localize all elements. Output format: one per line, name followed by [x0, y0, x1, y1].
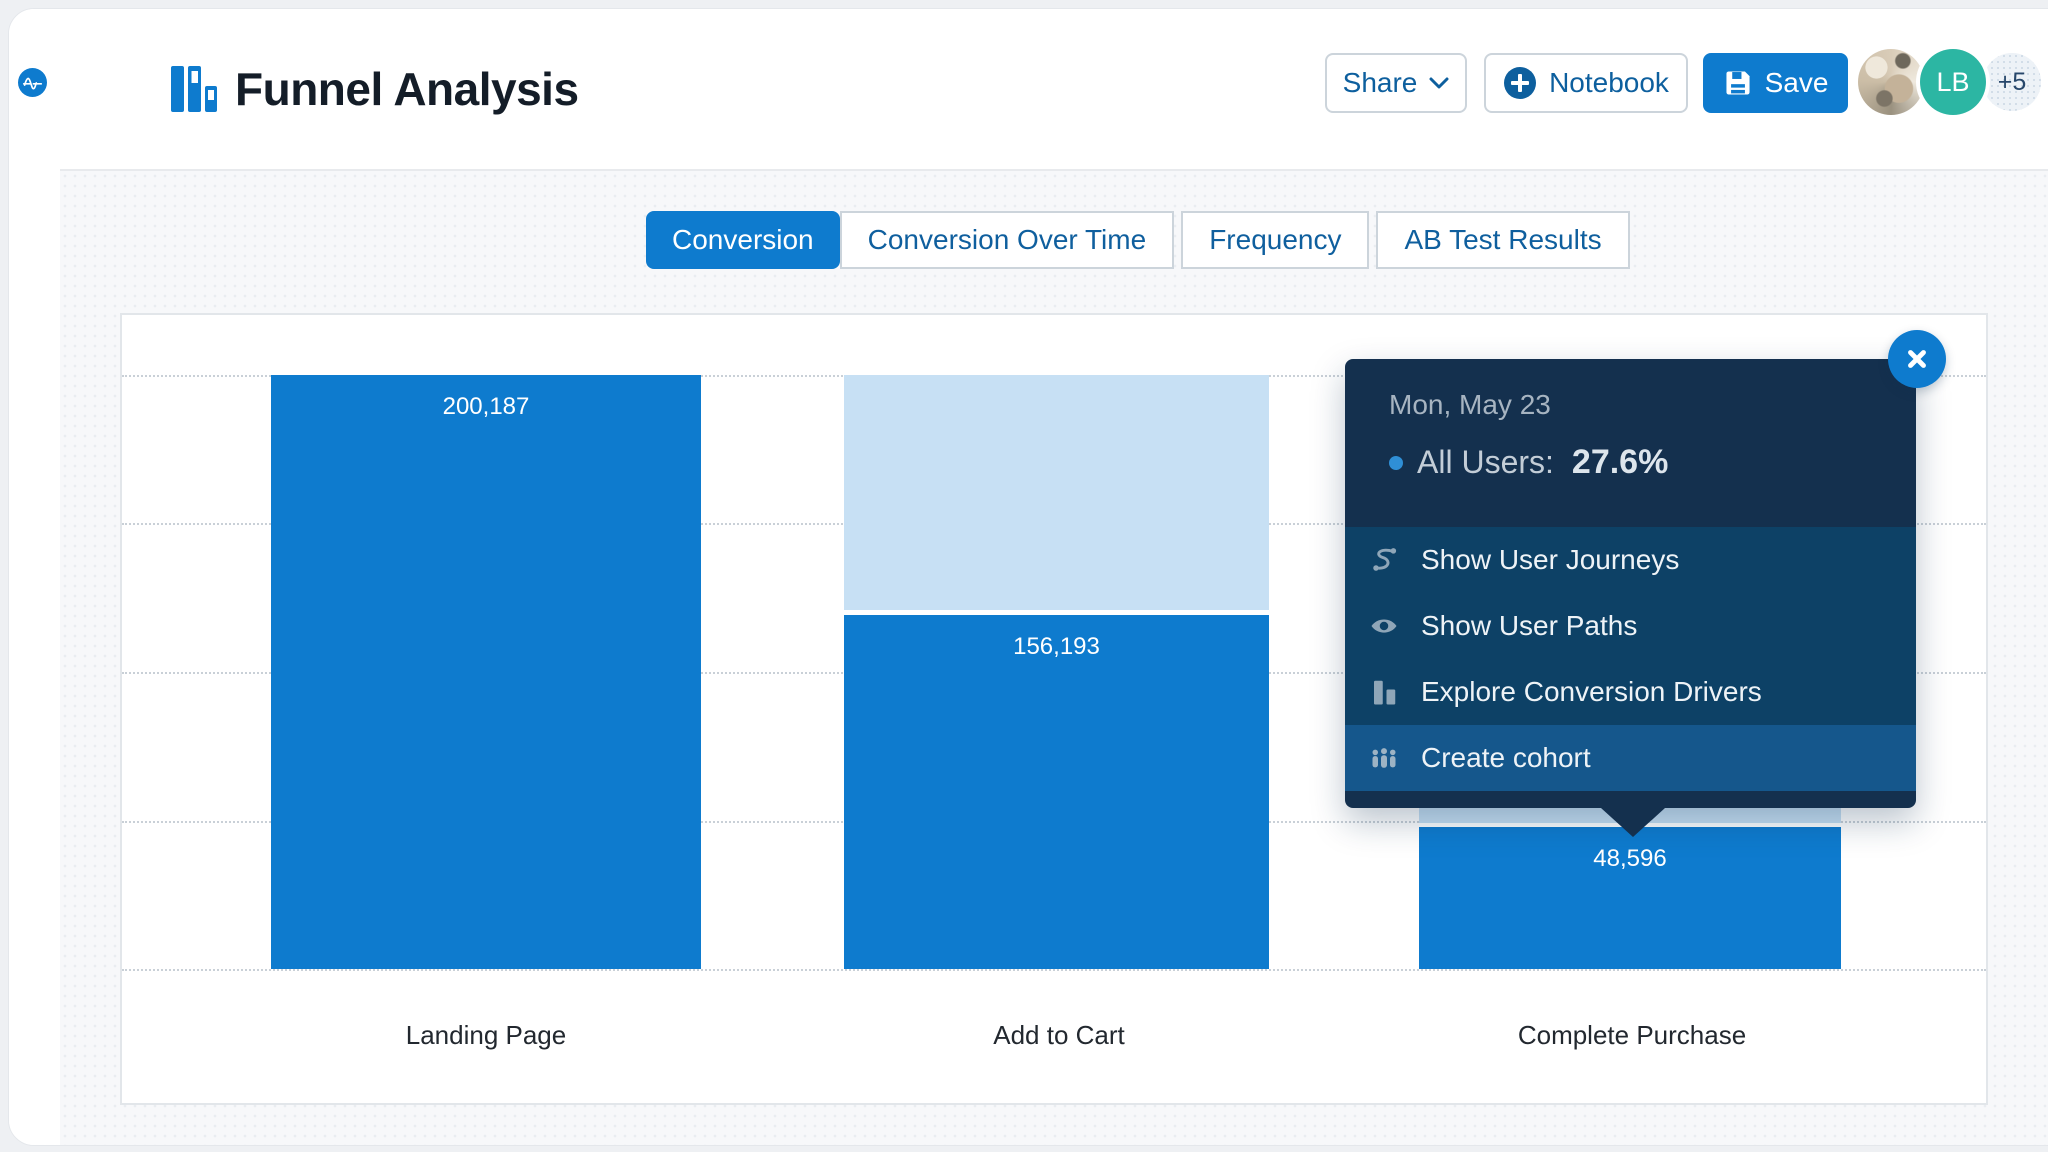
eye-icon [1371, 619, 1397, 633]
tab-label: AB Test Results [1404, 224, 1602, 255]
save-floppy-icon [1726, 71, 1750, 95]
tooltip-menu: Show User Journeys Show User Paths [1345, 527, 1916, 791]
bar-value-label: 200,187 [442, 393, 530, 420]
category-label-landing-page: Landing Page [405, 1020, 567, 1050]
share-button[interactable]: Share [1325, 53, 1467, 113]
tooltip-series-label: All Users: [1417, 444, 1554, 480]
bar-complete-purchase[interactable]: 48,596 [1419, 827, 1841, 969]
series-dot-icon [1389, 455, 1403, 470]
view-tabs: Conversion Conversion Over Time Frequenc… [646, 211, 1630, 269]
tab-frequency[interactable]: Frequency [1181, 211, 1370, 269]
tab-label: Conversion Over Time [867, 224, 1147, 255]
tooltip-footer [1345, 791, 1916, 808]
category-label-complete-purchase: Complete Purchase [1517, 1020, 1747, 1050]
avatar-initials-label: LB [1936, 66, 1970, 97]
menu-item-show-user-journeys[interactable]: Show User Journeys [1345, 527, 1916, 593]
close-button[interactable] [1888, 330, 1946, 388]
tooltip-pointer [1601, 808, 1665, 837]
notebook-button-label: Notebook [1549, 67, 1669, 98]
page-title: Funnel Analysis [235, 63, 579, 115]
tab-conversion[interactable]: Conversion [646, 211, 840, 269]
save-button[interactable]: Save [1703, 53, 1848, 113]
avatar-initials[interactable]: LB [1920, 49, 1986, 115]
plus-circle-icon [1504, 67, 1537, 99]
bar-add-to-cart-total[interactable] [844, 375, 1269, 610]
menu-item-create-cohort[interactable]: Create cohort [1345, 725, 1916, 791]
menu-item-label: Create cohort [1421, 742, 1591, 773]
tab-label: Frequency [1209, 224, 1342, 255]
avatar-count-label: +5 [1997, 67, 2027, 96]
menu-item-show-user-paths[interactable]: Show User Paths [1345, 593, 1916, 659]
chevron-down-icon [1429, 77, 1449, 89]
title-group: Funnel Analysis [171, 47, 579, 131]
header: Funnel Analysis Share Notebook [60, 9, 2048, 171]
avatar-overflow-count[interactable]: +5 [1983, 53, 2041, 111]
tab-ab-test-results[interactable]: AB Test Results [1376, 211, 1630, 269]
wave-glyph [22, 77, 43, 90]
close-icon [1908, 350, 1926, 368]
avatar-photo[interactable] [1858, 49, 1924, 115]
datapoint-tooltip: Mon, May 23 All Users: 27.6% [1345, 330, 1946, 837]
share-button-label: Share [1342, 67, 1418, 98]
tooltip-value: 27.6% [1571, 443, 1669, 481]
gridline [122, 969, 1986, 971]
bar-add-to-cart[interactable]: 156,193 [844, 615, 1269, 969]
left-rail [9, 9, 62, 1145]
amplitude-logo-icon[interactable] [18, 68, 47, 97]
tooltip-date: Mon, May 23 [1389, 389, 1551, 420]
bar-value-label: 156,193 [1013, 633, 1100, 660]
app-surface: Funnel Analysis Share Notebook [8, 8, 2048, 1146]
category-label-add-to-cart: Add to Cart [993, 1020, 1125, 1050]
menu-item-label: Show User Paths [1421, 610, 1638, 641]
bar-chart-icon [1374, 680, 1396, 705]
notebook-button[interactable]: Notebook [1484, 53, 1688, 113]
bar-landing-page[interactable]: 200,187 [271, 375, 701, 969]
tab-label: Conversion [672, 224, 814, 255]
menu-item-label: Explore Conversion Drivers [1421, 676, 1762, 707]
funnel-chart-panel: 200,187 156,193 48,596 Landing Page Add … [120, 313, 1988, 1105]
tooltip-series-row: All Users: 27.6% [1389, 443, 1668, 482]
menu-item-explore-conversion-drivers[interactable]: Explore Conversion Drivers [1345, 659, 1916, 725]
journey-icon [1373, 548, 1397, 571]
people-icon [1372, 748, 1396, 768]
bar-value-label: 48,596 [1593, 845, 1667, 872]
save-button-label: Save [1764, 67, 1829, 98]
tab-conversion-over-time[interactable]: Conversion Over Time [839, 211, 1175, 269]
funnel-chart-icon [171, 66, 217, 112]
menu-item-label: Show User Journeys [1421, 544, 1680, 575]
tooltip-header: Mon, May 23 All Users: 27.6% [1345, 359, 1916, 527]
